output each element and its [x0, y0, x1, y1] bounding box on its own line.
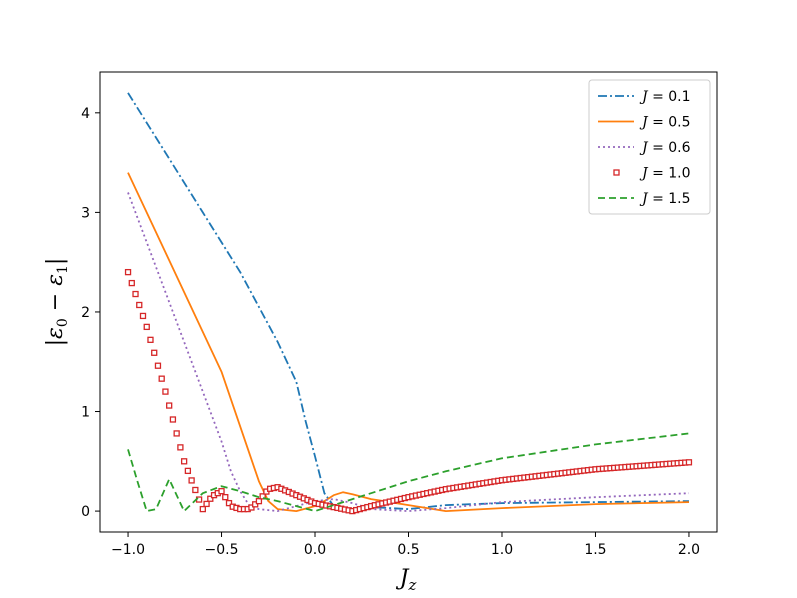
data-point-marker [180, 458, 188, 465]
data-point-marker [188, 477, 195, 484]
data-point-marker [225, 499, 233, 507]
x-tick-label: 0.0 [304, 542, 326, 558]
legend-label: J = 0.1 [639, 89, 691, 105]
svg-text:|ε0 − ε1|: |ε0 − ε1| [43, 258, 71, 347]
series-0-1 [127, 92, 690, 513]
data-point-marker [162, 388, 169, 395]
data-point-marker [192, 486, 199, 494]
legend-label: J = 0.6 [639, 140, 691, 156]
x-tick-label: 1.5 [584, 542, 606, 558]
y-tick-label: 4 [81, 106, 90, 122]
data-point-marker [199, 505, 206, 513]
data-point-marker [147, 336, 154, 343]
legend-swatch [613, 169, 620, 176]
x-tick-label: −0.5 [205, 542, 239, 558]
x-axis-label-main: J [396, 566, 410, 591]
x-tick-label: 1.0 [491, 542, 513, 558]
legend-label: J = 0.5 [639, 115, 691, 131]
series-0-6 [127, 192, 690, 513]
data-point-marker [128, 279, 135, 287]
data-point-marker [139, 312, 147, 320]
data-point-marker [177, 444, 184, 451]
x-axis-ticks: −1.0 −0.5 0.0 0.5 1.0 1.5 2.0 [111, 532, 700, 558]
data-point-marker [222, 494, 229, 501]
data-point-marker [158, 375, 165, 382]
data-point-marker [255, 497, 263, 505]
series-1-0 [124, 268, 693, 515]
data-point-marker [207, 495, 214, 502]
legend-box [588, 79, 711, 215]
data-point-marker [173, 430, 180, 437]
legend: J = 0.1 J = 0.5 J = 0.6 J = 1.0 J = 1.5 [588, 79, 711, 215]
data-point-marker [169, 416, 177, 423]
data-point-marker [143, 323, 150, 331]
legend-entry: J = 1.0 [613, 166, 691, 182]
legend-label: J = 1.0 [639, 166, 691, 182]
y-tick-label: 0 [81, 504, 90, 520]
data-point-marker [252, 501, 259, 508]
data-point-marker [124, 268, 132, 276]
series-line [127, 432, 690, 513]
y-tick-label: 2 [81, 305, 90, 321]
data-point-marker [136, 301, 143, 309]
data-point-marker [132, 290, 139, 298]
series-layer [124, 92, 693, 515]
data-point-marker [151, 349, 158, 356]
data-point-marker [685, 459, 693, 466]
data-point-marker [184, 467, 192, 475]
legend-label: J = 1.5 [639, 191, 691, 207]
legend-entry: J = 0.5 [598, 115, 691, 131]
data-point-marker [248, 504, 255, 511]
legend-entry: J = 1.5 [598, 191, 691, 207]
y-axis-ticks: 0 1 2 3 4 [81, 106, 100, 520]
y-tick-label: 1 [81, 405, 90, 421]
series-line [127, 192, 690, 513]
data-point-marker [154, 362, 162, 369]
x-axis-label-sub: z [407, 576, 416, 594]
data-point-marker [218, 488, 225, 495]
y-tick-label: 3 [81, 205, 90, 221]
x-tick-label: −1.0 [111, 542, 145, 558]
data-point-marker [203, 500, 210, 508]
data-point-marker [166, 402, 173, 409]
legend-entry: J = 0.1 [598, 89, 691, 105]
x-tick-label: 0.5 [397, 542, 419, 558]
data-point-marker [259, 493, 266, 500]
x-tick-label: 2.0 [678, 542, 700, 558]
y-axis-label: |ε0 − ε1| [43, 258, 71, 347]
series-1-5 [127, 432, 690, 513]
legend-entry: J = 0.6 [598, 140, 691, 156]
x-axis-label: Jz [396, 566, 417, 594]
series-line [127, 92, 690, 513]
